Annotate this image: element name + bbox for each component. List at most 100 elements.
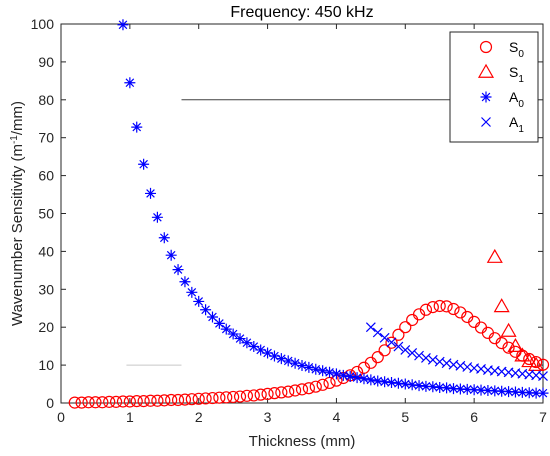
data-point-S1 bbox=[493, 298, 510, 313]
data-point-S0 bbox=[454, 306, 467, 319]
data-point-S0 bbox=[385, 336, 398, 349]
data-point-A0 bbox=[310, 363, 322, 375]
data-point-S0 bbox=[268, 387, 281, 400]
data-point-S0 bbox=[261, 387, 274, 401]
data-point-A0 bbox=[289, 357, 301, 369]
data-point-A0 bbox=[241, 337, 253, 349]
x-tick-label: 0 bbox=[57, 409, 65, 425]
data-point-A0 bbox=[516, 386, 528, 398]
legend-marker-A1 bbox=[481, 117, 491, 127]
data-point-A0 bbox=[255, 344, 267, 356]
data-point-S0 bbox=[103, 395, 116, 408]
data-point-S1 bbox=[528, 356, 545, 371]
legend-item-S1: S1 bbox=[477, 63, 524, 85]
data-point-A0 bbox=[296, 359, 308, 371]
data-point-S0 bbox=[192, 392, 205, 405]
data-point-S0 bbox=[433, 299, 446, 313]
x-tick-label: 2 bbox=[195, 409, 203, 425]
data-point-S0 bbox=[96, 396, 109, 409]
legend-item-S0: S0 bbox=[479, 39, 524, 60]
data-point-A0 bbox=[434, 381, 446, 393]
y-tick-label: 90 bbox=[38, 54, 54, 70]
data-point-A0 bbox=[138, 158, 150, 170]
series-S0 bbox=[68, 299, 550, 409]
data-point-S0 bbox=[158, 394, 171, 407]
x-tick-label: 3 bbox=[264, 409, 272, 425]
data-point-A0 bbox=[165, 249, 177, 261]
data-point-S0 bbox=[495, 337, 508, 350]
legend-marker-A0 bbox=[480, 91, 492, 103]
data-point-S0 bbox=[378, 344, 391, 357]
data-point-A1 bbox=[407, 348, 418, 358]
data-point-S0 bbox=[75, 396, 88, 409]
data-point-S0 bbox=[371, 351, 384, 364]
data-point-A0 bbox=[530, 387, 542, 399]
data-point-S0 bbox=[199, 392, 212, 405]
data-point-A0 bbox=[379, 376, 391, 388]
data-point-S0 bbox=[123, 395, 136, 408]
data-point-A0 bbox=[427, 381, 439, 393]
legend-label-S1: S1 bbox=[509, 64, 524, 85]
data-point-S0 bbox=[171, 393, 185, 407]
y-tick-label: 70 bbox=[38, 130, 54, 146]
data-point-A0 bbox=[441, 382, 453, 394]
legend-marker-S1 bbox=[477, 63, 495, 78]
data-point-A0 bbox=[131, 121, 143, 133]
data-point-A0 bbox=[509, 386, 521, 398]
data-point-S0 bbox=[137, 395, 150, 408]
data-point-A0 bbox=[386, 377, 398, 389]
y-axis-title: Wavenumber Sensitivity (m-1/mm) bbox=[9, 101, 27, 326]
data-point-A1 bbox=[393, 341, 404, 352]
data-point-S0 bbox=[165, 393, 178, 407]
series-A0 bbox=[117, 19, 549, 399]
data-point-A0 bbox=[420, 380, 432, 392]
y-tick-label: 30 bbox=[38, 281, 54, 297]
y-tick-label: 50 bbox=[38, 206, 54, 222]
data-point-A0 bbox=[206, 311, 218, 323]
data-point-A0 bbox=[503, 386, 515, 398]
data-point-S0 bbox=[233, 390, 247, 403]
data-point-S1 bbox=[507, 337, 524, 352]
data-point-S0 bbox=[530, 355, 543, 369]
data-point-A0 bbox=[330, 368, 342, 380]
series-S1 bbox=[486, 248, 545, 371]
data-point-A0 bbox=[392, 377, 404, 389]
x-axis-ticks: 0 1 2 3 4 5 6 7 bbox=[57, 24, 547, 425]
x-tick-label: 6 bbox=[470, 409, 478, 425]
data-point-A0 bbox=[523, 387, 535, 399]
data-point-S0 bbox=[392, 328, 405, 341]
data-point-A0 bbox=[317, 365, 329, 377]
data-point-S0 bbox=[130, 395, 143, 408]
legend-label-main: S bbox=[509, 64, 518, 80]
legend-label-main: A bbox=[509, 114, 519, 130]
legend-label-subscript: 0 bbox=[518, 49, 524, 60]
data-point-S0 bbox=[178, 393, 192, 406]
legend-item-A1: A1 bbox=[481, 114, 524, 135]
data-point-A0 bbox=[482, 384, 494, 396]
data-point-A0 bbox=[454, 383, 466, 395]
data-point-A1 bbox=[414, 350, 424, 361]
data-point-S1 bbox=[500, 322, 517, 337]
data-point-S0 bbox=[116, 395, 130, 408]
data-point-A0 bbox=[275, 353, 287, 365]
y-tick-label: 80 bbox=[38, 92, 54, 108]
data-point-A1 bbox=[400, 345, 411, 355]
data-point-A0 bbox=[193, 295, 205, 307]
y-axis-title-main: Wavenumber Sensitivity (m bbox=[9, 144, 26, 326]
data-point-A1 bbox=[427, 354, 438, 365]
data-point-S0 bbox=[295, 383, 309, 396]
data-point-S0 bbox=[309, 380, 322, 393]
data-point-S0 bbox=[316, 378, 329, 391]
legend-label-subscript: 0 bbox=[518, 99, 524, 110]
x-tick-label: 7 bbox=[539, 409, 547, 425]
data-point-A0 bbox=[358, 373, 370, 385]
data-point-A0 bbox=[324, 366, 336, 378]
y-tick-label: 40 bbox=[38, 243, 54, 259]
data-point-A0 bbox=[268, 350, 280, 362]
data-point-S0 bbox=[247, 389, 260, 402]
legend-label-S0: S0 bbox=[509, 39, 524, 60]
data-point-S0 bbox=[399, 321, 412, 334]
legend-label-A1: A1 bbox=[509, 114, 524, 135]
